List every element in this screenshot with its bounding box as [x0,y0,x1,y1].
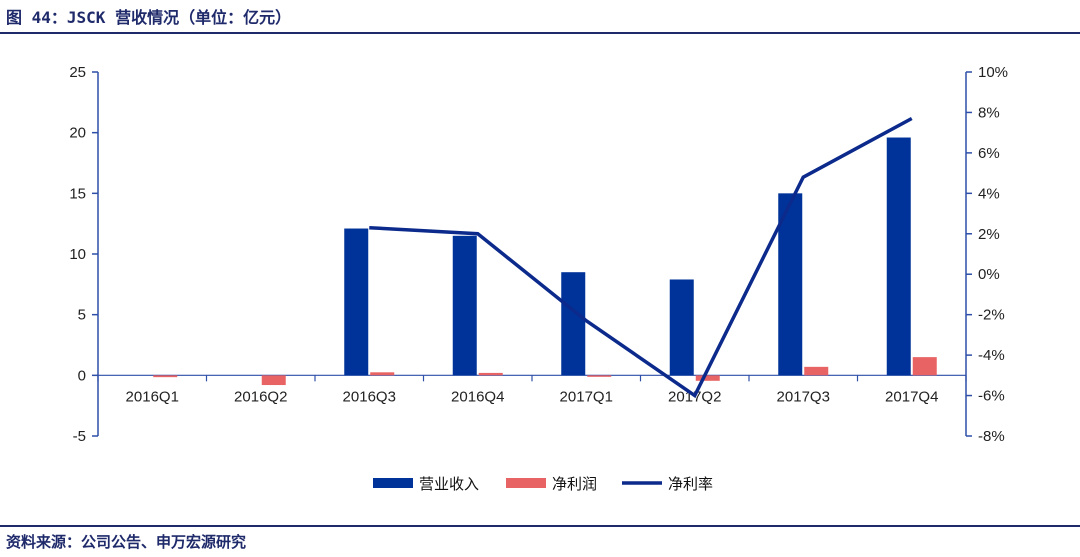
revenue-bar [452,235,477,376]
revenue-bar [669,279,694,376]
right-axis-tick-label: 0% [978,266,1000,283]
source-divider [0,525,1080,527]
right-axis-tick-label: -8% [978,428,1005,445]
source-note: 资料来源：公司公告、申万宏源研究 [6,533,247,551]
x-axis-category-label: 2016Q2 [234,388,287,405]
net-profit-bar [370,372,395,376]
revenue-bar [778,193,803,376]
legend-label: 净利润 [552,475,597,493]
net-profit-bar [478,372,503,376]
x-axis-category-label: 2017Q1 [560,388,613,405]
title-divider [0,32,1080,34]
left-axis-tick-label: 10 [69,246,86,263]
x-axis-category-label: 2017Q4 [885,388,938,405]
net-profit-bar [261,375,286,386]
left-axis-tick-label: 20 [69,125,86,142]
x-axis-category-label: 2016Q1 [126,388,179,405]
right-axis-tick-label: 4% [978,185,1000,202]
net-profit-bar [587,375,612,377]
x-axis-category-label: 2017Q3 [777,388,830,405]
net-profit-bar [153,375,178,378]
revenue-bar [344,228,369,376]
chart-title: 图 44：JSCK 营收情况（单位：亿元） [6,8,292,27]
revenue-bar [886,137,911,376]
left-axis-tick-label: 15 [69,185,86,202]
right-axis-tick-label: 10% [978,64,1008,81]
net-profit-bar [912,357,937,376]
right-axis-tick-label: 8% [978,104,1000,121]
x-axis-category-label: 2016Q4 [451,388,504,405]
left-axis-tick-label: -5 [73,428,86,445]
net-profit-bar [695,375,720,381]
right-axis-tick-label: 2% [978,226,1000,243]
net-margin-line [369,116,913,399]
legend-label: 营业收入 [419,475,479,493]
right-axis-tick-label: 6% [978,145,1000,162]
left-axis-tick-label: 0 [78,367,86,384]
chart-area: -5 0 5 10 15 20 25 -8% -6% -4% -2% 0% 2% 4% 6% 8% 10% 201… [69,64,1008,493]
revenue-bar [561,272,586,376]
net-profit-bar [804,366,829,376]
x-axis-category-label: 2016Q3 [343,388,396,405]
legend-swatch [506,478,546,488]
right-axis-tick-label: -6% [978,388,1005,405]
right-axis-tick-label: -2% [978,307,1005,324]
left-axis-tick-label: 5 [78,307,86,324]
legend-swatch [373,478,413,488]
left-axis-tick-label: 25 [69,64,86,81]
legend-label: 净利率 [668,475,713,493]
right-axis-tick-label: -4% [978,347,1005,364]
